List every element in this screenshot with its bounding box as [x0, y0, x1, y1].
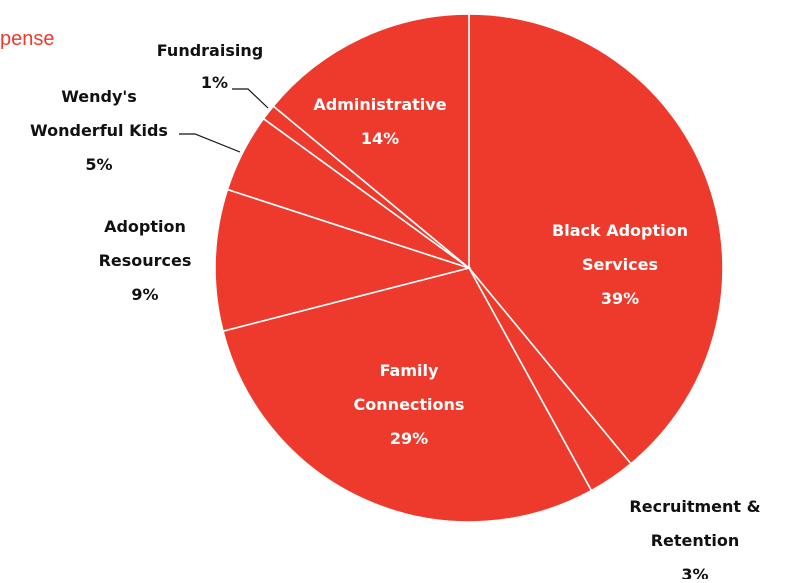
- pie-slice-black-adoption-services: [468, 13, 724, 465]
- slice-label-wendy-s-wonderful-kids: Wonderful Kids: [30, 121, 168, 140]
- slice-value-adoption-resources: 9%: [131, 285, 158, 304]
- slice-label-family-connections: Family: [380, 361, 439, 380]
- slice-label-wendy-s-wonderful-kids: Wendy's: [61, 87, 137, 106]
- slice-value-family-connections: 29%: [390, 429, 428, 448]
- slice-value-fundraising: 1%: [201, 73, 228, 92]
- slice-value-black-adoption-services: 39%: [601, 289, 639, 308]
- pie-slice-family-connections: [222, 267, 593, 523]
- slice-label-fundraising: Fundraising: [157, 41, 263, 60]
- slice-label-black-adoption-services: Services: [582, 255, 658, 274]
- leader-line-fundraising: [232, 88, 269, 109]
- slice-value-wendy-s-wonderful-kids: 5%: [85, 155, 112, 174]
- pie-slice-administrative: [272, 13, 470, 270]
- pie-slice-adoption-resources: [214, 188, 472, 333]
- slice-label-black-adoption-services: Black Adoption: [552, 221, 688, 240]
- slice-value-administrative: 14%: [361, 129, 399, 148]
- slice-label-administrative: Administrative: [313, 95, 446, 114]
- slice-value-recruitment-retention: 3%: [681, 565, 708, 579]
- slice-label-recruitment-retention: Recruitment &: [629, 497, 760, 516]
- slice-label-adoption-resources: Resources: [99, 251, 192, 270]
- slice-label-adoption-resources: Adoption: [104, 217, 186, 236]
- chart-title-fragment: pense: [0, 28, 55, 50]
- leader-line-wendy-s-wonderful-kids: [179, 133, 241, 153]
- slice-label-family-connections: Connections: [354, 395, 465, 414]
- slice-label-recruitment-retention: Retention: [651, 531, 740, 550]
